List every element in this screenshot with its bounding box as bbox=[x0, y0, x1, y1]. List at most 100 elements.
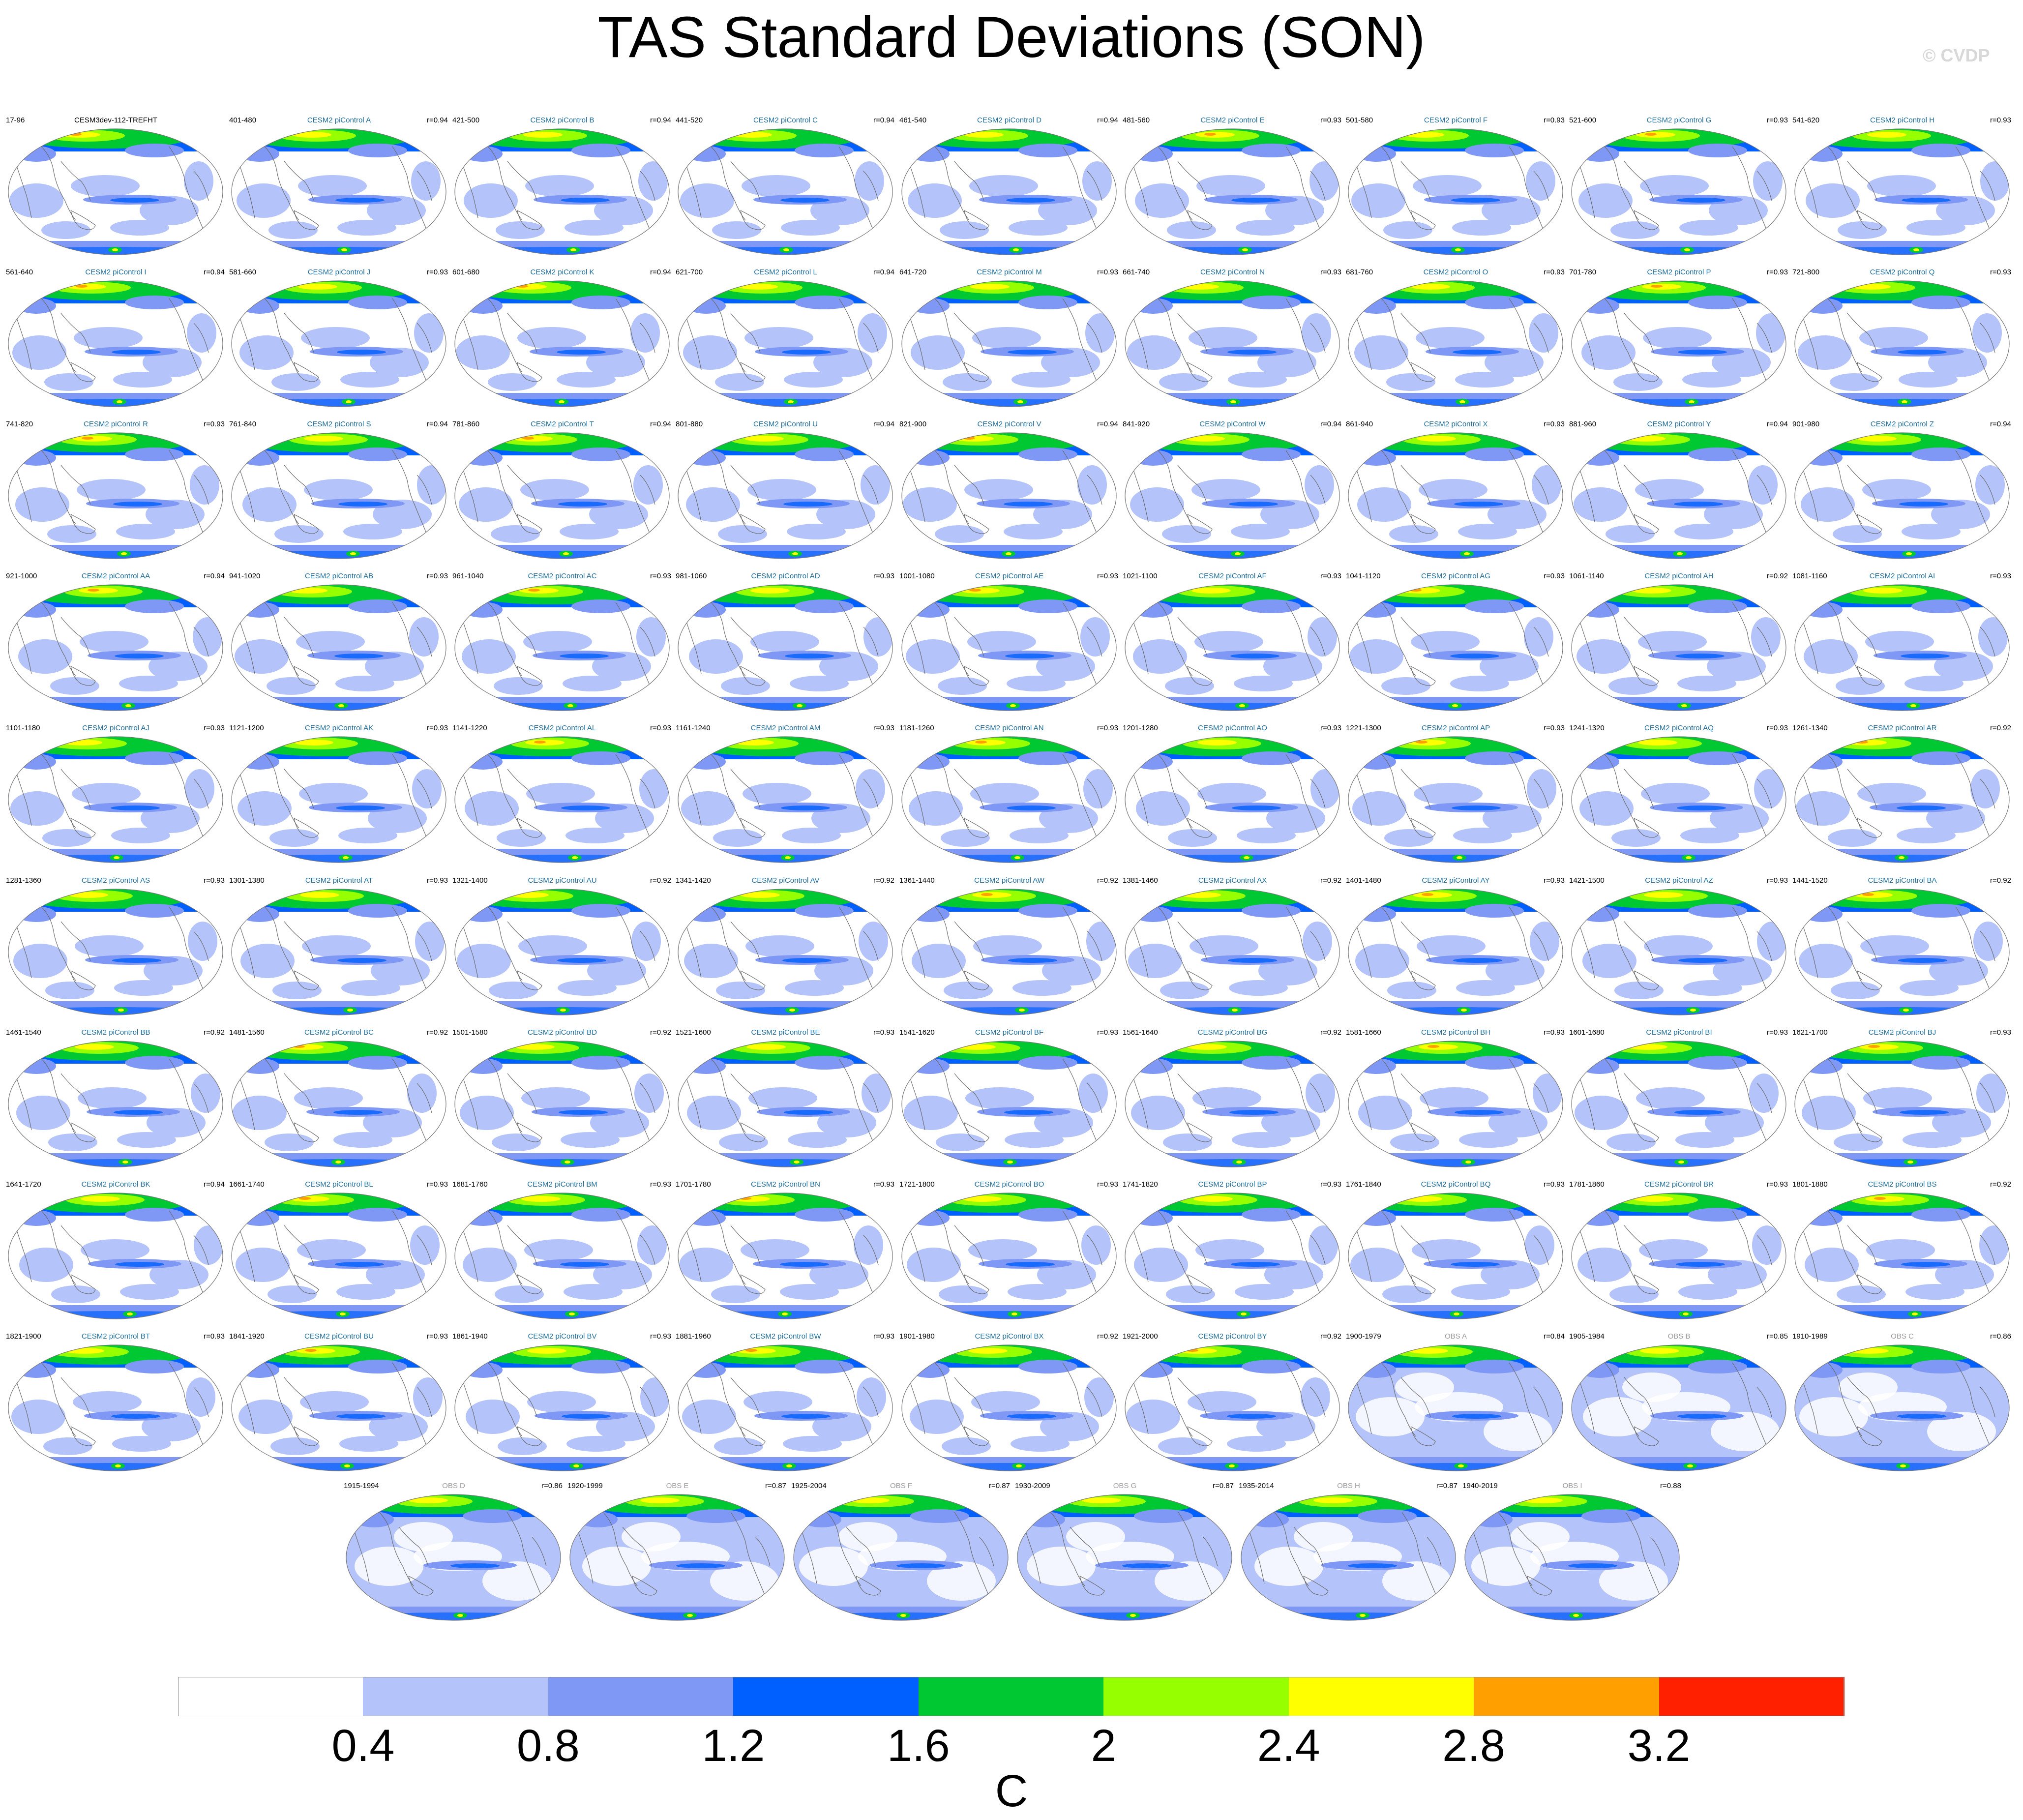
panel-years: 901-980 bbox=[1792, 420, 1820, 428]
panel-years: 1905-1984 bbox=[1569, 1332, 1605, 1341]
panel-title: CESM2 piControl J bbox=[307, 268, 371, 276]
panel-years: 721-800 bbox=[1792, 268, 1820, 276]
panel-years: 881-960 bbox=[1569, 420, 1597, 428]
panel-years: 1361-1440 bbox=[899, 876, 935, 885]
coastlines bbox=[1803, 754, 1995, 838]
map-field bbox=[455, 281, 669, 407]
map-panel: OBS C 1910-1989 r=0.86 bbox=[1790, 1332, 2014, 1475]
map-panel: CESM2 piControl AI 1081-1160 r=0.93 bbox=[1790, 572, 2014, 715]
panel-correlation: r=0.94 bbox=[1990, 420, 2011, 428]
panel-title: CESM2 piControl B bbox=[530, 116, 595, 124]
panel-title: CESM2 piControl V bbox=[977, 420, 1041, 428]
coastlines bbox=[239, 906, 432, 991]
map-panel: CESM2 piControl BT 1821-1900 r=0.93 bbox=[4, 1332, 228, 1475]
robinson-map bbox=[1348, 128, 1563, 255]
robinson-map bbox=[1125, 280, 1340, 407]
map-field bbox=[1572, 433, 1786, 559]
panel-years: 741-820 bbox=[6, 420, 33, 428]
robinson-map bbox=[8, 128, 223, 255]
coastlines bbox=[1579, 450, 1772, 535]
coastlines bbox=[1356, 602, 1549, 686]
coastlines bbox=[463, 146, 655, 231]
coastlines bbox=[1133, 1362, 1326, 1447]
panel-correlation: r=0.92 bbox=[1320, 876, 1341, 885]
robinson-map bbox=[1794, 736, 2010, 863]
map-field bbox=[232, 1345, 446, 1471]
coastlines bbox=[16, 906, 209, 991]
coastlines bbox=[1803, 146, 1995, 231]
map-field bbox=[232, 433, 446, 559]
panel-title: CESM2 piControl BE bbox=[751, 1028, 820, 1037]
map-panel: CESM2 piControl N 661-740 r=0.93 bbox=[1121, 268, 1344, 411]
panel-title: CESM2 piControl O bbox=[1423, 268, 1488, 276]
coastlines bbox=[1579, 146, 1772, 231]
panel-title: CESM2 piControl BH bbox=[1421, 1028, 1490, 1037]
robinson-map bbox=[901, 584, 1117, 711]
panel-correlation: r=0.93 bbox=[650, 724, 671, 732]
map-panel: CESM2 piControl AG 1041-1120 r=0.93 bbox=[1344, 572, 1568, 715]
panel-title: CESM2 piControl R bbox=[84, 420, 148, 428]
map-field bbox=[1348, 585, 1563, 711]
coastlines bbox=[1133, 1210, 1326, 1295]
robinson-map bbox=[901, 1344, 1117, 1471]
robinson-map bbox=[1017, 1494, 1232, 1621]
coastlines bbox=[16, 1210, 209, 1295]
panel-years: 1781-1860 bbox=[1569, 1180, 1605, 1189]
panel-correlation: r=0.94 bbox=[650, 268, 671, 276]
map-panel: CESM2 piControl B 421-500 r=0.94 bbox=[450, 116, 674, 259]
map-field bbox=[1125, 585, 1339, 711]
map-field bbox=[678, 1193, 892, 1319]
panel-title: CESM2 piControl AN bbox=[975, 724, 1044, 732]
panel-correlation: r=0.93 bbox=[1544, 1180, 1565, 1189]
robinson-map bbox=[1125, 1193, 1340, 1319]
panel-years: 581-660 bbox=[229, 268, 257, 276]
panel-years: 1201-1280 bbox=[1123, 724, 1158, 732]
robinson-map bbox=[231, 1041, 446, 1167]
panel-correlation: r=0.94 bbox=[650, 116, 671, 124]
robinson-map bbox=[8, 584, 223, 711]
map-panel: OBS G 1930-2009 r=0.87 bbox=[1013, 1482, 1237, 1624]
robinson-map bbox=[454, 128, 670, 255]
coastlines bbox=[1133, 1058, 1326, 1143]
panel-correlation: r=0.93 bbox=[1767, 1028, 1788, 1037]
panel-correlation: r=0.87 bbox=[989, 1482, 1010, 1490]
panel-years: 1461-1540 bbox=[6, 1028, 41, 1037]
coastlines bbox=[910, 906, 1102, 991]
panel-correlation: r=0.93 bbox=[1097, 1180, 1118, 1189]
map-field bbox=[8, 585, 223, 711]
panel-correlation: r=0.93 bbox=[873, 724, 894, 732]
panel-title: CESM2 piControl AA bbox=[81, 572, 150, 580]
panel-title: CESM2 piControl Z bbox=[1870, 420, 1934, 428]
robinson-map bbox=[1348, 736, 1563, 863]
map-field bbox=[1795, 889, 2009, 1015]
panel-title: CESM2 piControl BJ bbox=[1868, 1028, 1936, 1037]
map-panel: CESM2 piControl BP 1741-1820 r=0.93 bbox=[1121, 1180, 1344, 1323]
panel-correlation: r=0.93 bbox=[873, 1180, 894, 1189]
map-field bbox=[1795, 281, 2009, 407]
panel-correlation: r=0.93 bbox=[1320, 268, 1341, 276]
map-field bbox=[1795, 1345, 2009, 1471]
panel-title: CESM2 piControl I bbox=[85, 268, 147, 276]
map-panel: CESM2 piControl M 641-720 r=0.93 bbox=[897, 268, 1121, 411]
panel-title: OBS D bbox=[442, 1482, 465, 1490]
coastlines bbox=[910, 602, 1102, 686]
panel-title: CESM2 piControl A bbox=[307, 116, 371, 124]
map-field bbox=[678, 281, 892, 407]
colorbar-tick-label: 2.8 bbox=[1442, 1721, 1506, 1771]
panel-correlation: r=0.94 bbox=[650, 420, 671, 428]
coastlines bbox=[910, 298, 1102, 383]
panel-years: 1761-1840 bbox=[1346, 1180, 1381, 1189]
map-panel: CESM2 piControl V 821-900 r=0.94 bbox=[897, 420, 1121, 563]
coastlines bbox=[1133, 298, 1326, 383]
map-panel: CESM2 piControl H 541-620 r=0.93 bbox=[1790, 116, 2014, 259]
panel-correlation: r=0.93 bbox=[1320, 724, 1341, 732]
panel-correlation: r=0.94 bbox=[873, 268, 894, 276]
panel-title: CESM2 piControl AP bbox=[1421, 724, 1490, 732]
panel-title: CESM2 piControl G bbox=[1646, 116, 1712, 124]
panel-title: OBS A bbox=[1444, 1332, 1467, 1341]
panel-title: CESM2 piControl AL bbox=[528, 724, 596, 732]
panel-title: CESM2 piControl F bbox=[1424, 116, 1488, 124]
robinson-map bbox=[1794, 889, 2010, 1015]
panel-years: 1301-1380 bbox=[229, 876, 265, 885]
